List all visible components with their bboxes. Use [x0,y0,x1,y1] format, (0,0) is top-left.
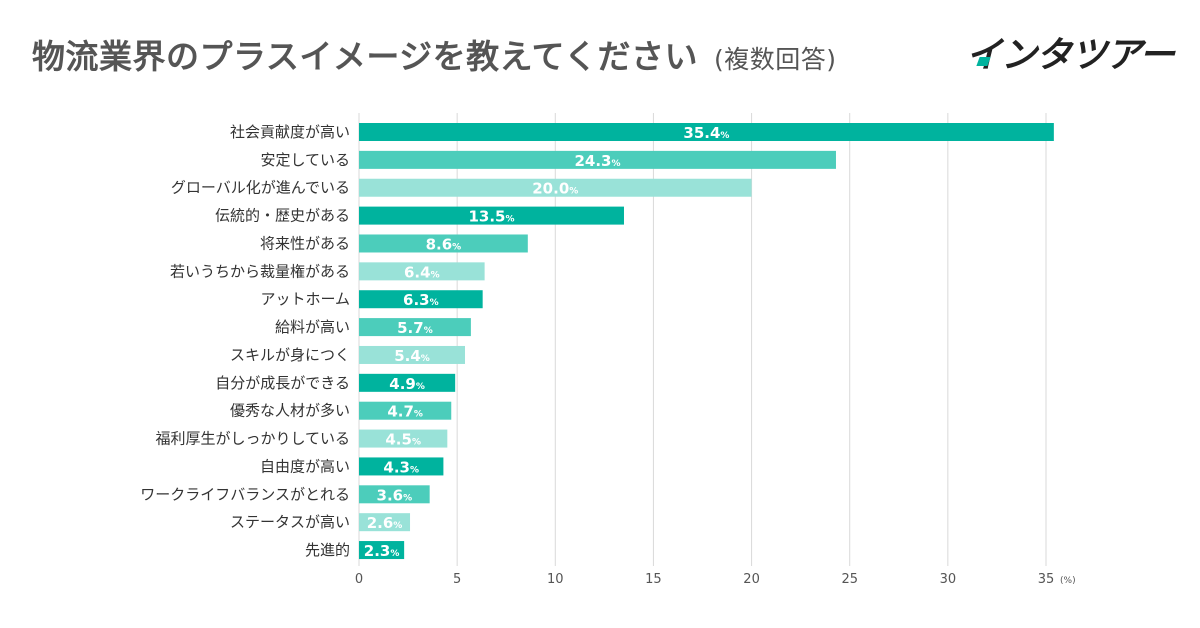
data-labels: 35.4%24.3%20.0%13.5%8.6%6.4%6.3%5.7%5.4%… [364,124,730,560]
data-label: 4.7% [387,403,423,421]
title-subtitle: (複数回答) [714,45,837,74]
data-label: 4.5% [385,431,421,449]
data-label-value: 5.7 [397,319,424,337]
bar [359,123,1054,141]
data-label-percent: % [431,270,440,280]
x-tick-label: 25 [841,572,858,587]
data-label-value: 5.4 [394,347,421,365]
data-label-percent: % [414,410,423,420]
data-label-value: 2.6 [367,514,394,532]
bar [359,262,485,281]
category-label: スキルが身につく [230,346,350,364]
data-label-percent: % [424,326,433,336]
data-label-percent: % [430,298,439,308]
x-tick-label: 0 [355,572,363,587]
data-label-value: 24.3 [574,152,611,170]
bar [359,290,483,309]
category-labels: 社会貢献度が高い安定しているグローバル化が進んでいる伝統的・歴史がある将来性があ… [140,123,350,559]
data-label-percent: % [416,382,425,392]
bar [359,178,752,197]
category-label: ステータスが高い [230,513,350,531]
category-label: アットホーム [260,290,350,308]
category-label: 福利厚生がしっかりしている [155,430,350,448]
brand-logo: インタツアー [966,35,1175,76]
bar [359,401,452,420]
category-label: 自分が成長ができる [215,374,350,392]
category-label: 先進的 [305,541,350,559]
data-label-value: 4.3 [383,458,410,476]
data-label-percent: % [390,549,399,559]
data-label: 8.6% [426,235,462,253]
x-tick-label: 10 [547,572,564,587]
data-label-value: 8.6 [426,235,453,253]
bars [359,123,1054,560]
data-label-percent: % [720,131,729,141]
x-axis-ticks: 0 5 10 15 20 25 30 35 (%) [355,572,1076,587]
category-label: グローバル化が進んでいる [171,179,350,197]
chart-title: 物流業界のプラスイメージを教えてください (複数回答) [32,30,837,78]
data-label-percent: % [393,521,402,531]
bar [359,373,456,392]
bar [359,318,471,337]
data-label: 2.6% [367,514,403,532]
data-label: 5.7% [397,319,433,337]
data-label-percent: % [403,493,412,503]
data-label-value: 20.0 [532,180,569,198]
data-label: 24.3% [574,152,620,170]
data-label: 2.3% [364,542,400,560]
data-label-value: 3.6 [377,486,404,504]
data-label: 20.0% [532,180,578,198]
bar [359,345,465,364]
data-label-value: 4.7 [387,403,414,421]
bar [359,457,444,476]
category-label: 社会貢献度が高い [230,123,350,141]
x-axis-unit: (%) [1060,576,1076,586]
data-label-percent: % [452,242,461,252]
data-label-value: 35.4 [683,124,720,142]
x-tick-label: 20 [743,572,760,587]
category-label: 伝統的・歴史がある [215,207,350,225]
data-label-value: 6.3 [403,291,430,309]
category-label: 自由度が高い [260,457,350,475]
bar [359,429,448,448]
bar [359,513,411,532]
data-label: 4.9% [389,375,425,393]
category-label: ワークライフバランスがとれる [140,485,350,503]
x-tick-label: 15 [645,572,662,587]
data-label-value: 4.9 [389,375,416,393]
data-label-value: 2.3 [364,542,391,560]
bar [359,206,624,225]
bar [359,234,528,253]
title-main: 物流業界のプラスイメージを教えてください [32,37,699,76]
data-label-percent: % [505,215,514,225]
bar [359,541,405,560]
data-label-percent: % [421,354,430,364]
data-label-percent: % [410,465,419,475]
data-label: 4.3% [383,458,419,476]
data-label-value: 13.5 [468,208,505,226]
data-label-percent: % [611,159,620,169]
category-label: 給料が高い [275,318,350,336]
data-label: 6.4% [404,263,440,281]
bar [359,485,430,504]
data-label-percent: % [412,438,421,448]
data-label: 35.4% [683,124,729,142]
data-label-value: 4.5 [385,431,412,449]
data-label: 6.3% [403,291,439,309]
category-label: 優秀な人材が多い [230,402,350,420]
x-tick-label: 30 [940,572,957,587]
category-label: 安定している [260,151,350,169]
data-label: 5.4% [394,347,430,365]
bar [359,150,836,169]
category-label: 若いうちから裁量権がある [170,262,350,280]
data-label: 13.5% [468,208,514,226]
data-label: 3.6% [377,486,413,504]
data-label-value: 6.4 [404,263,431,281]
category-label: 将来性がある [260,234,350,252]
x-tick-label: 35 [1038,572,1055,587]
data-label-percent: % [569,187,578,197]
x-tick-label: 5 [453,572,461,587]
